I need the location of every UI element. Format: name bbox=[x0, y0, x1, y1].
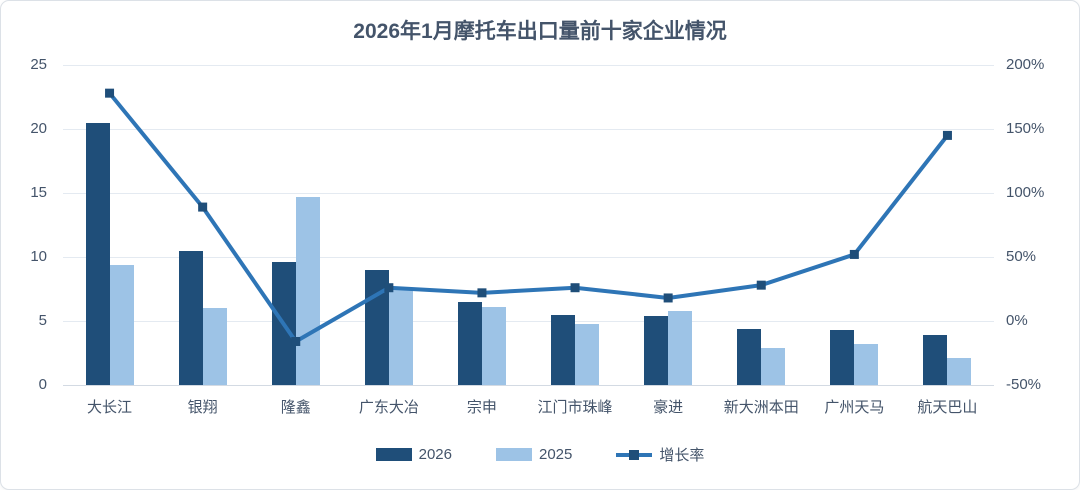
left-axis-tick-label: 25 bbox=[30, 56, 47, 73]
bar-2026 bbox=[830, 329, 855, 385]
bar-2026 bbox=[551, 314, 576, 385]
bar-2025 bbox=[109, 264, 134, 385]
growth-rate-marker bbox=[105, 88, 115, 98]
growth-rate-marker bbox=[477, 288, 487, 298]
category-label: 宗申 bbox=[466, 399, 497, 416]
right-axis-tick-label: 0% bbox=[1006, 312, 1028, 329]
legend-label-2025: 2025 bbox=[538, 445, 573, 463]
legend-line-square-marker bbox=[629, 449, 640, 460]
legend-swatch-2026-icon bbox=[375, 447, 412, 461]
bar-2025 bbox=[575, 323, 600, 385]
gridline bbox=[63, 385, 994, 386]
bar-2026 bbox=[85, 122, 110, 385]
right-axis-tick-label: -50% bbox=[1006, 376, 1042, 393]
legend-label-2026: 2026 bbox=[418, 445, 452, 463]
legend-item-2026: 2026 bbox=[375, 445, 452, 463]
left-axis-tick-label: 20 bbox=[30, 120, 47, 137]
gridline bbox=[63, 129, 994, 130]
bar-2026 bbox=[737, 328, 762, 385]
category-label: 新大洲本田 bbox=[723, 399, 799, 416]
chart-title: 2026年1月摩托车出口量前十家企业情况 bbox=[353, 20, 727, 43]
bar-2025 bbox=[481, 306, 506, 385]
legend-item-growth-rate: 增长率 bbox=[616, 444, 704, 465]
gridline bbox=[63, 257, 994, 258]
bar-2026 bbox=[644, 315, 669, 385]
growth-rate-marker bbox=[942, 130, 952, 140]
category-label: 豪进 bbox=[653, 399, 684, 416]
growth-rate-line-layer bbox=[105, 88, 952, 346]
legend-label-growth-rate: 增长率 bbox=[659, 446, 705, 464]
plot-area bbox=[63, 65, 994, 386]
right-axis-tick-label: 200% bbox=[1006, 56, 1045, 73]
category-label: 广州天马 bbox=[824, 399, 885, 416]
legend-item-2025: 2025 bbox=[495, 445, 573, 463]
growth-rate-marker bbox=[384, 283, 394, 293]
gridline bbox=[63, 65, 994, 66]
gridline bbox=[63, 321, 994, 322]
growth-rate-marker bbox=[663, 293, 673, 303]
category-axis: 大长江 银翔 隆鑫 广东大冶 宗申 江门市珠峰 豪进 新大洲本田 广州天马 航天巴山 bbox=[63, 396, 994, 418]
bar-2025 bbox=[668, 310, 693, 385]
right-axis-tick-label: 150% bbox=[1006, 120, 1045, 137]
bar-2025 bbox=[202, 308, 227, 385]
left-axis-tick-label: 5 bbox=[38, 312, 47, 329]
legend: 2026 2025 增长率 bbox=[1, 441, 1079, 467]
category-label: 银翔 bbox=[187, 399, 218, 416]
bar-2025 bbox=[947, 358, 972, 385]
growth-rate-line bbox=[108, 91, 950, 344]
right-axis-tick-label: 50% bbox=[1006, 248, 1037, 265]
legend-swatch-2025-icon bbox=[495, 447, 532, 461]
growth-rate-marker bbox=[849, 249, 859, 259]
bar-2026 bbox=[178, 250, 203, 385]
growth-rate-marker bbox=[756, 280, 766, 290]
bar-2026 bbox=[923, 335, 948, 385]
bar-2025 bbox=[295, 196, 320, 385]
right-axis-tick-label: 100% bbox=[1006, 184, 1045, 201]
category-label: 江门市珠峰 bbox=[537, 399, 613, 416]
left-axis-tick-label: 0 bbox=[38, 376, 47, 393]
growth-rate-marker bbox=[198, 202, 208, 212]
growth-rate-marker bbox=[291, 336, 301, 346]
legend-line-marker-icon bbox=[616, 448, 653, 461]
growth-rate-marker bbox=[570, 283, 580, 293]
gridline bbox=[63, 193, 994, 194]
bar-2025 bbox=[761, 347, 786, 385]
category-label: 航天巴山 bbox=[917, 399, 978, 416]
left-axis-tick-label: 15 bbox=[30, 184, 47, 201]
bar-2025 bbox=[854, 344, 879, 385]
category-label: 隆鑫 bbox=[280, 399, 311, 416]
category-label: 大长江 bbox=[87, 399, 133, 416]
bar-2025 bbox=[388, 289, 413, 385]
bar-2026 bbox=[457, 301, 482, 385]
category-label: 广东大冶 bbox=[358, 399, 419, 416]
left-axis-tick-label: 10 bbox=[30, 248, 47, 265]
